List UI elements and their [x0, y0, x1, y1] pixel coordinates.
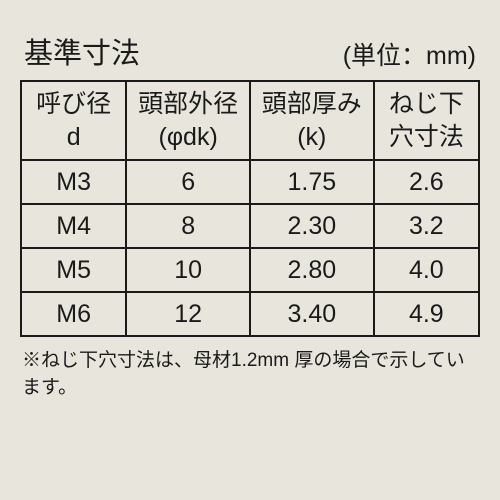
cell-dk: 10: [126, 248, 250, 292]
cell-k: 1.75: [250, 160, 374, 204]
table-row: M6 12 3.40 4.9: [21, 292, 479, 336]
dimensions-table-container: 呼び径 d 頭部外径 (φdk) 頭部厚み (k) ねじ下穴寸法 M3 6: [20, 80, 480, 337]
cell-d: M6: [21, 292, 126, 336]
header-line1: 頭部外径: [138, 90, 238, 118]
table-row: M4 8 2.30 3.2: [21, 204, 479, 248]
col-header-outer-diameter: 頭部外径 (φdk): [126, 81, 250, 160]
cell-hole: 3.2: [374, 204, 479, 248]
cell-hole: 2.6: [374, 160, 479, 204]
header-row: 基準寸法 (単位：mm): [20, 30, 480, 72]
col-header-diameter: 呼び径 d: [21, 81, 126, 160]
cell-d: M4: [21, 204, 126, 248]
cell-dk: 12: [126, 292, 250, 336]
dimensions-table: 呼び径 d 頭部外径 (φdk) 頭部厚み (k) ねじ下穴寸法 M3 6: [20, 80, 480, 337]
cell-d: M5: [21, 248, 126, 292]
table-row: M3 6 1.75 2.6: [21, 160, 479, 204]
cell-dk: 8: [126, 204, 250, 248]
cell-dk: 6: [126, 160, 250, 204]
header-line1: 頭部厚み: [262, 90, 362, 118]
cell-k: 3.40: [250, 292, 374, 336]
col-header-hole-size: ねじ下穴寸法: [374, 81, 479, 160]
table-title: 基準寸法: [24, 30, 140, 72]
cell-d: M3: [21, 160, 126, 204]
header-line1: ねじ下穴寸法: [389, 90, 464, 151]
header-line2: (k): [297, 123, 326, 151]
header-line2: d: [67, 123, 81, 151]
table-header-row: 呼び径 d 頭部外径 (φdk) 頭部厚み (k) ねじ下穴寸法: [21, 81, 479, 160]
cell-hole: 4.0: [374, 248, 479, 292]
cell-hole: 4.9: [374, 292, 479, 336]
col-header-thickness: 頭部厚み (k): [250, 81, 374, 160]
header-line2: (φdk): [159, 123, 218, 151]
cell-k: 2.80: [250, 248, 374, 292]
cell-k: 2.30: [250, 204, 374, 248]
header-line1: 呼び径: [36, 90, 111, 118]
unit-label: (単位：mm): [343, 36, 476, 72]
footnote: ※ねじ下穴寸法は、母材1.2mm 厚の場合で示しています。: [20, 345, 480, 399]
table-row: M5 10 2.80 4.0: [21, 248, 479, 292]
table-body: M3 6 1.75 2.6 M4 8 2.30 3.2 M5 10 2.80 4…: [21, 160, 479, 336]
